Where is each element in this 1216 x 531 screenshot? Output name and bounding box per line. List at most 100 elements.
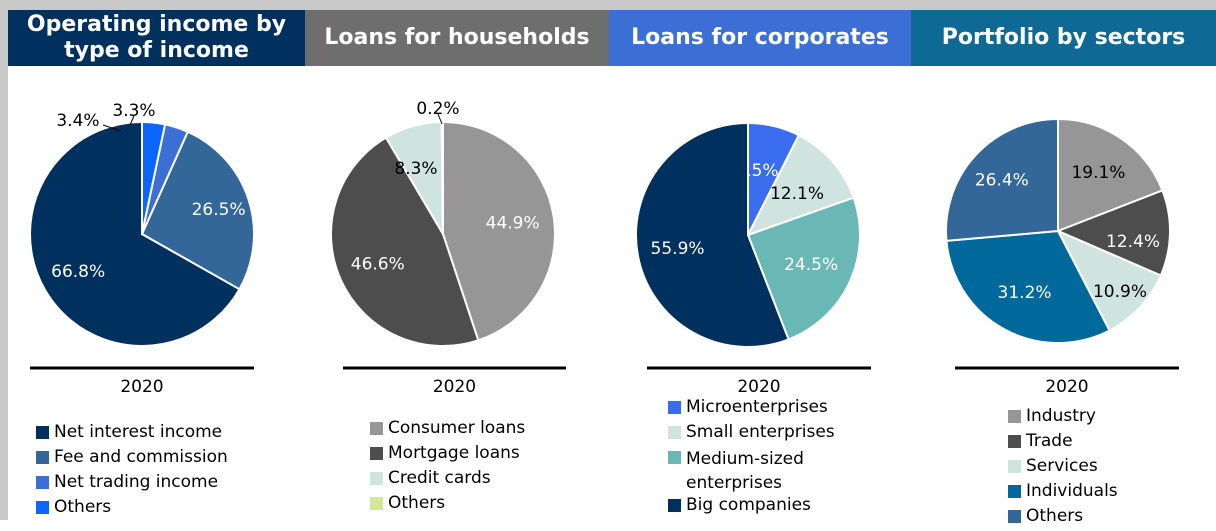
- legend-label: Individuals: [1026, 481, 1118, 501]
- legend-label: Credit cards: [388, 468, 491, 488]
- pie-slice-small-enterprises: [745, 133, 855, 237]
- pie-slice-industry: [1057, 117, 1164, 233]
- pie-slice-individuals: [945, 229, 1111, 344]
- leader-line: [437, 113, 443, 125]
- pie-slice-mortgage-loans: [330, 136, 480, 347]
- header-operating-income: Operating income by type of income: [8, 10, 305, 66]
- legend-item: Credit cards: [370, 468, 525, 493]
- pie-slice-services: [1055, 228, 1163, 332]
- legend-swatch: [668, 499, 681, 512]
- legend-swatch: [370, 497, 383, 510]
- legend-households: Consumer loans Mortgage loans Credit cards…: [370, 418, 525, 518]
- data-label: 0.2%: [416, 99, 459, 119]
- legend-swatch: [36, 501, 49, 514]
- legend-item: Small enterprises: [668, 422, 846, 447]
- legend-label: Others: [54, 497, 112, 517]
- legend-label: Trade: [1026, 431, 1073, 451]
- legend-item: Mortgage loans: [370, 443, 525, 468]
- legend-label: Others: [388, 493, 446, 513]
- legend-item: Medium-sized enterprises: [668, 447, 846, 495]
- legend-swatch: [1008, 435, 1021, 448]
- legend-swatch: [370, 472, 383, 485]
- leader-line: [129, 115, 135, 126]
- legend-label: Industry: [1026, 406, 1096, 426]
- legend-label: Small enterprises: [686, 422, 835, 442]
- header-households: Loans for households: [305, 10, 609, 66]
- legend-sectors: Industry Trade Services Individuals Others: [1008, 406, 1118, 531]
- legend-swatch: [1008, 510, 1021, 523]
- pie-chart-households: 44.9% 46.6% 8.3% 0.2% 2020: [330, 99, 566, 397]
- data-label: 3.3%: [112, 101, 155, 121]
- legend-item: Industry: [1008, 406, 1118, 431]
- legend-swatch: [1008, 410, 1021, 423]
- pie-slice-trade: [1055, 189, 1171, 277]
- legend-swatch: [370, 422, 383, 435]
- pie-chart-corporates: 7.5%12.1%24.5%55.9%2020: [635, 121, 871, 397]
- page-frame: [0, 0, 1216, 520]
- leader-line: [102, 124, 122, 132]
- legend-swatch: [36, 426, 49, 439]
- legend-label: Consumer loans: [388, 418, 526, 438]
- legend-item: Individuals: [1008, 481, 1118, 506]
- legend-swatch: [668, 401, 681, 414]
- legend-swatch: [668, 426, 681, 439]
- legend-label: Net trading income: [54, 472, 219, 492]
- data-label: 24.5%: [784, 255, 838, 275]
- legend-item: Consumer loans: [370, 418, 525, 443]
- data-label: 12.1%: [770, 184, 824, 204]
- charts-canvas: 66.8% 26.5% 3.4% 3.3% 2020 44.9% 46.6% 8.3% 0.2…: [29, 99, 1179, 397]
- year-label: 2020: [433, 377, 476, 397]
- legend-swatch: [1008, 485, 1021, 498]
- legend-item: Others: [370, 493, 525, 518]
- legend-item: Net interest income: [36, 422, 228, 447]
- legend-item: Fee and commission: [36, 447, 228, 472]
- legend-item: Services: [1008, 456, 1118, 481]
- pie-slice-net-interest-income: [29, 120, 241, 347]
- pie-slice-medium-sized-enterprises: [746, 196, 861, 341]
- legend-swatch: [36, 451, 49, 464]
- data-label: 55.9%: [651, 239, 705, 259]
- legend-item: Microenterprises: [668, 397, 846, 422]
- legend-label: Microenterprises: [686, 397, 828, 417]
- year-label: 2020: [737, 377, 780, 397]
- pie-slice-big-companies: [635, 121, 790, 348]
- legend-label: Net interest income: [54, 422, 223, 442]
- header-corporates: Loans for corporates: [609, 10, 911, 66]
- pie-chart-sectors: 19.1% 12.4% 10.9% 31.2% 26.4% 2020: [945, 117, 1179, 397]
- data-label: 26.4%: [975, 171, 1029, 191]
- data-label: 66.8%: [51, 262, 105, 282]
- legend-label: Others: [1026, 506, 1084, 526]
- data-label: 8.3%: [394, 159, 437, 179]
- legend-swatch: [36, 476, 49, 489]
- data-label: 10.9%: [1093, 282, 1147, 302]
- legend-label: Fee and commission: [54, 447, 228, 467]
- legend-label: Services: [1026, 456, 1098, 476]
- legend-label: Medium-sized enterprises: [686, 449, 804, 493]
- header-sectors: Portfolio by sectors: [911, 10, 1216, 66]
- pie-slice-others: [440, 120, 444, 235]
- legend-label: Mortgage loans: [388, 443, 520, 463]
- legend-label: Big companies: [686, 495, 811, 515]
- data-label: 19.1%: [1071, 163, 1125, 183]
- legend-item: Big companies: [668, 495, 846, 520]
- pie-slice-others: [945, 117, 1059, 242]
- legend-item: Others: [36, 497, 228, 522]
- data-label: 26.5%: [192, 200, 246, 220]
- pie-slice-others: [141, 120, 167, 235]
- data-label: 46.6%: [351, 255, 405, 275]
- pie-slice-consumer-loans: [442, 120, 556, 342]
- legend-item: Trade: [1008, 431, 1118, 456]
- data-label: 3.4%: [56, 111, 99, 131]
- data-label: 31.2%: [998, 283, 1052, 303]
- pie-slice-fee-and-commission: [140, 130, 255, 291]
- pie-chart-operating-income: 66.8% 26.5% 3.4% 3.3% 2020: [29, 101, 255, 397]
- data-label: 12.4%: [1106, 232, 1160, 252]
- legend-operating-income: Net interest income Fee and commission Net…: [36, 422, 228, 522]
- legend-swatch: [370, 447, 383, 460]
- legend-swatch: [1008, 460, 1021, 473]
- legend-item: Others: [1008, 506, 1118, 531]
- year-label: 2020: [1045, 377, 1088, 397]
- legend-swatch: [668, 451, 681, 464]
- year-label: 2020: [120, 377, 163, 397]
- legend-item: Net trading income: [36, 472, 228, 497]
